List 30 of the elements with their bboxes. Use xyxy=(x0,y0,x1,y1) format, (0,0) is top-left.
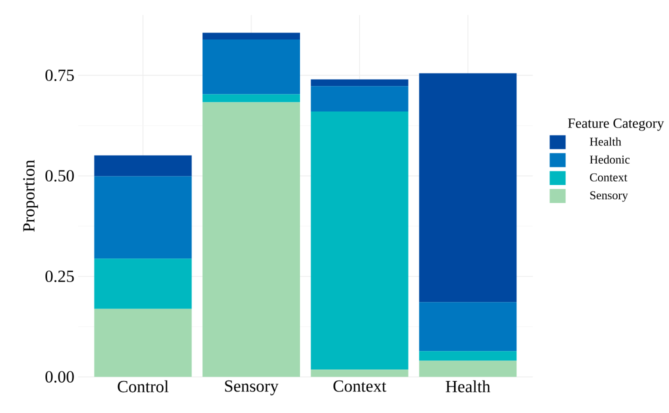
y-tick-label: 0.25 xyxy=(45,270,74,282)
bar xyxy=(310,370,408,377)
bar xyxy=(310,112,408,370)
bar xyxy=(94,308,192,377)
bar xyxy=(202,102,300,377)
x-tick-label: Control xyxy=(118,380,168,392)
bar xyxy=(94,155,192,176)
legend-label: Sensory xyxy=(590,191,628,202)
bar xyxy=(419,73,517,302)
y-tick-label: 0.50 xyxy=(45,170,74,182)
bar xyxy=(310,79,408,86)
legend-label: Context xyxy=(590,173,628,182)
x-tick-label: Sensory xyxy=(225,380,278,396)
bar xyxy=(419,351,517,361)
y-axis-title: Proportion xyxy=(23,160,38,232)
bar xyxy=(202,94,300,102)
bar xyxy=(419,360,517,377)
legend-label: Hedonic xyxy=(590,155,630,164)
bar xyxy=(419,302,517,352)
y-tick-label: 0.00 xyxy=(45,371,74,383)
x-tick-label: Health xyxy=(446,380,490,392)
bar xyxy=(94,176,192,259)
y-tick-label: 0.75 xyxy=(45,70,74,82)
bar xyxy=(202,32,300,40)
bar xyxy=(94,258,192,309)
legend-label: Health xyxy=(590,137,622,146)
bar xyxy=(310,86,408,112)
bar xyxy=(202,40,300,94)
x-tick-label: Context xyxy=(333,380,386,392)
legend-title: Feature Category xyxy=(568,118,664,131)
